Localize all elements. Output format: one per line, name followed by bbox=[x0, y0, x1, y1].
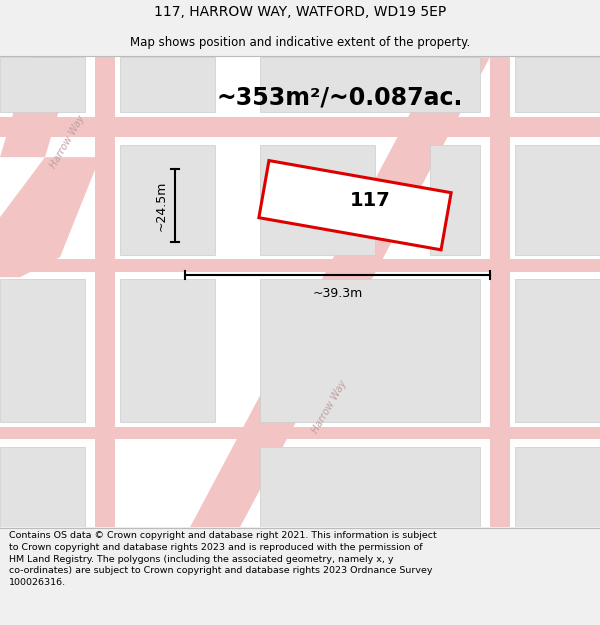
Polygon shape bbox=[190, 57, 490, 527]
Polygon shape bbox=[490, 57, 510, 527]
Text: Contains OS data © Crown copyright and database right 2021. This information is : Contains OS data © Crown copyright and d… bbox=[9, 531, 437, 588]
Polygon shape bbox=[0, 157, 100, 278]
Polygon shape bbox=[0, 279, 85, 422]
Polygon shape bbox=[120, 57, 215, 112]
Polygon shape bbox=[95, 57, 115, 527]
Polygon shape bbox=[259, 161, 451, 250]
Polygon shape bbox=[260, 447, 480, 527]
Text: ~353m²/~0.087ac.: ~353m²/~0.087ac. bbox=[217, 85, 463, 109]
Polygon shape bbox=[430, 145, 480, 255]
Polygon shape bbox=[515, 145, 600, 255]
Polygon shape bbox=[260, 279, 480, 422]
Polygon shape bbox=[0, 259, 600, 272]
Polygon shape bbox=[260, 145, 375, 255]
Polygon shape bbox=[515, 447, 600, 527]
Text: Map shows position and indicative extent of the property.: Map shows position and indicative extent… bbox=[130, 36, 470, 49]
Text: Harrow Way: Harrow Way bbox=[311, 379, 349, 436]
Polygon shape bbox=[0, 447, 85, 527]
Text: 117, HARROW WAY, WATFORD, WD19 5EP: 117, HARROW WAY, WATFORD, WD19 5EP bbox=[154, 6, 446, 19]
Polygon shape bbox=[120, 279, 215, 422]
Text: ~39.3m: ~39.3m bbox=[313, 287, 362, 299]
Text: Harrow Way: Harrow Way bbox=[49, 114, 87, 171]
Polygon shape bbox=[0, 428, 600, 439]
Text: ~24.5m: ~24.5m bbox=[155, 181, 167, 231]
Polygon shape bbox=[0, 118, 600, 137]
Polygon shape bbox=[120, 145, 215, 255]
Polygon shape bbox=[515, 279, 600, 422]
Text: 117: 117 bbox=[350, 191, 391, 210]
Polygon shape bbox=[0, 57, 75, 157]
Polygon shape bbox=[0, 57, 85, 112]
Polygon shape bbox=[260, 57, 480, 112]
Polygon shape bbox=[515, 57, 600, 112]
